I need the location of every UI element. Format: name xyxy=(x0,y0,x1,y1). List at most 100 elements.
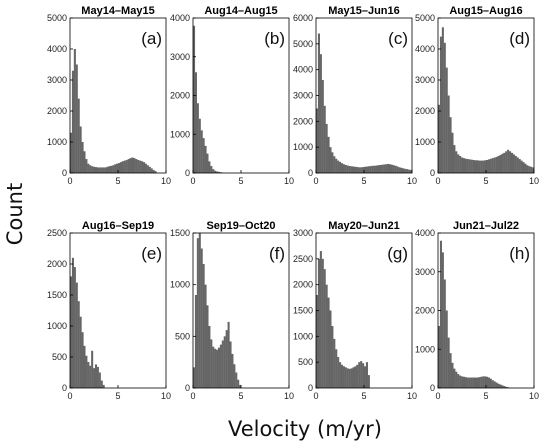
y-tick-label: 0 xyxy=(430,168,435,178)
histogram-bar xyxy=(451,132,454,173)
histogram-bar xyxy=(70,276,73,388)
histogram-bar xyxy=(493,157,496,173)
histogram-bar xyxy=(77,98,80,173)
histogram-bar xyxy=(445,67,448,173)
histogram-bar xyxy=(321,258,324,388)
histogram-bar xyxy=(507,149,510,173)
panel-label: (e) xyxy=(141,244,162,263)
histogram-bar xyxy=(482,160,485,173)
histogram-bar xyxy=(408,169,411,173)
histogram-bar xyxy=(474,377,477,388)
histogram-bar xyxy=(362,363,365,388)
histogram-bar xyxy=(350,166,353,173)
y-tick-label: 0 xyxy=(430,383,435,393)
histogram-bar xyxy=(139,160,142,173)
histogram-bar xyxy=(464,158,467,173)
histogram-bar xyxy=(406,169,409,173)
histogram-bar xyxy=(85,355,88,388)
histogram-bar xyxy=(100,380,103,388)
y-tick-label: 4000 xyxy=(170,13,190,23)
histogram-bar xyxy=(144,163,147,173)
histogram-bar xyxy=(468,377,471,388)
y-tick-label: 0 xyxy=(62,168,67,178)
y-tick-label: 1000 xyxy=(170,129,190,139)
y-tick-label: 0 xyxy=(185,383,190,393)
histogram-bar xyxy=(516,157,519,173)
histogram-bar xyxy=(89,365,92,388)
histogram-bar xyxy=(487,377,490,388)
histogram-bar xyxy=(457,374,460,388)
histogram-bar xyxy=(231,353,234,388)
histogram-bar xyxy=(91,166,94,173)
figure-y-label: Count xyxy=(3,183,27,245)
y-tick-label: 5000 xyxy=(47,13,67,23)
histogram-bar xyxy=(202,264,205,388)
histogram-bar xyxy=(202,138,205,173)
histogram-bar xyxy=(71,257,74,388)
histogram-bar xyxy=(505,386,508,388)
y-tick-label: 0 xyxy=(62,383,67,393)
histogram-bar xyxy=(333,156,336,173)
histogram-bar xyxy=(510,152,514,173)
histogram-bar xyxy=(398,167,401,173)
x-tick-label: 5 xyxy=(483,391,488,401)
histogram-bar xyxy=(206,153,209,173)
histogram-bar xyxy=(461,157,464,173)
histogram-bar xyxy=(193,25,196,173)
y-tick-label: 3000 xyxy=(415,75,435,85)
histogram-bar xyxy=(319,54,322,173)
histogram-bar xyxy=(239,384,242,388)
histogram-bar xyxy=(503,152,506,173)
histogram-bar xyxy=(394,165,397,173)
histogram-bar xyxy=(503,386,506,388)
histogram-bar xyxy=(365,166,368,173)
y-tick-label: 3000 xyxy=(293,91,313,101)
y-tick-label: 500 xyxy=(298,357,313,367)
histogram-bar xyxy=(474,160,477,173)
y-tick-label: 500 xyxy=(52,352,67,362)
histogram-bar xyxy=(198,118,201,173)
panel-label: (f) xyxy=(269,244,285,263)
histogram-bar xyxy=(83,345,86,388)
panel-label: (g) xyxy=(387,244,408,263)
histogram-bar xyxy=(464,377,467,388)
y-tick-label: 1000 xyxy=(47,137,67,147)
y-tick-label: 5000 xyxy=(415,13,435,23)
histogram-bar xyxy=(77,301,80,388)
histogram-bar xyxy=(217,347,221,388)
histogram-bar xyxy=(365,362,368,388)
histogram-bar xyxy=(335,158,338,173)
histogram-bar xyxy=(229,341,232,388)
x-tick-label: 10 xyxy=(161,391,171,401)
y-tick-label: 1000 xyxy=(293,142,313,152)
histogram-bar xyxy=(91,350,94,388)
histogram-bar xyxy=(194,72,197,173)
x-tick-label: 10 xyxy=(284,391,294,401)
histogram-bar xyxy=(316,295,319,388)
histogram-bar xyxy=(369,166,372,173)
histogram-bar xyxy=(208,326,211,388)
y-tick-label: 0 xyxy=(308,383,313,393)
histogram-bar xyxy=(358,167,361,173)
histogram-bar xyxy=(108,166,111,173)
histogram-bar xyxy=(150,168,153,173)
histogram-bar xyxy=(491,380,494,388)
panel-title: Jun21–Jul22 xyxy=(453,220,519,232)
histogram-bar xyxy=(339,161,342,173)
histogram-bar xyxy=(486,159,489,173)
histogram-bar xyxy=(518,159,521,173)
panel-label: (b) xyxy=(264,29,285,48)
histogram-bar xyxy=(323,269,326,388)
y-tick-label: 2000 xyxy=(415,306,435,316)
histogram-bar xyxy=(210,166,213,173)
x-tick-label: 10 xyxy=(529,176,539,186)
histogram-bar xyxy=(317,258,320,388)
y-tick-label: 4000 xyxy=(47,44,67,54)
histogram-bar xyxy=(87,163,90,173)
histogram-bar xyxy=(319,251,322,388)
histogram-bar xyxy=(135,159,138,173)
histogram-bar xyxy=(352,367,355,388)
y-tick-label: 2000 xyxy=(47,259,67,269)
histogram-bar xyxy=(441,252,444,388)
histogram-bar xyxy=(344,164,347,173)
